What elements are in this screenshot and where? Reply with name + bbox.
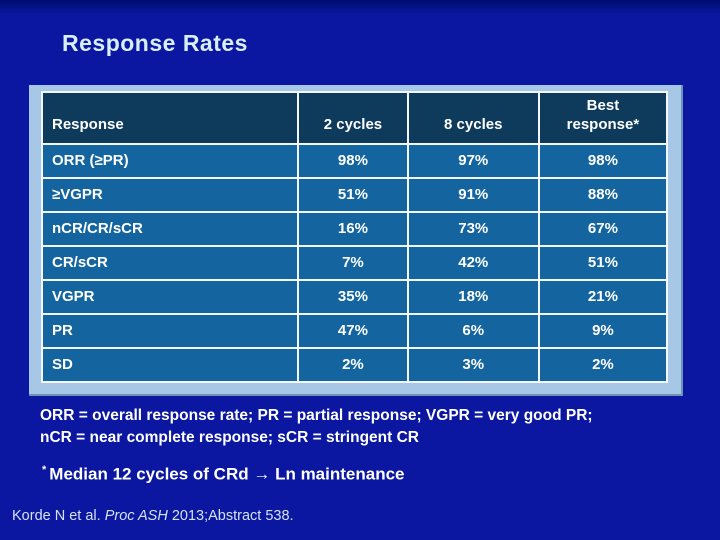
row-label: ≥VGPR — [40, 176, 300, 213]
value-cell: 98% — [537, 142, 669, 179]
citation-journal: Proc ASH — [104, 508, 168, 524]
value-cell: 51% — [297, 176, 409, 213]
row-label: nCR/CR/sCR — [40, 210, 300, 247]
value-cell: 97% — [406, 142, 540, 179]
column-header-2-cycles: 2 cycles — [297, 91, 409, 145]
value-cell: 7% — [297, 244, 409, 281]
table-row: VGPR 35% 18% 21% — [40, 278, 669, 315]
value-cell: 16% — [297, 210, 409, 247]
page-title: Response Rates — [62, 30, 248, 56]
value-cell: 42% — [406, 244, 540, 281]
response-rates-table: Response 2 cycles 8 cycles Best response… — [40, 91, 669, 384]
footnote-definitions: ORR = overall response rate; PR = partia… — [40, 405, 690, 448]
value-cell: 47% — [297, 312, 409, 349]
value-cell: 67% — [537, 210, 669, 247]
value-cell: 51% — [537, 244, 669, 281]
table-placeholder: Response 2 cycles 8 cycles Best response… — [29, 85, 683, 396]
row-label: CR/sCR — [40, 244, 300, 281]
value-cell: 6% — [406, 312, 540, 349]
citation: Korde N et al. Proc ASH 2013;Abstract 53… — [12, 508, 294, 524]
value-cell: 21% — [537, 278, 669, 315]
value-cell: 73% — [406, 210, 540, 247]
footnote-median-note: * Median 12 cycles of CRd → Ln maintenanc… — [42, 464, 405, 485]
column-header-best-response: Best response* — [537, 91, 669, 145]
table-row: ORR (≥PR) 98% 97% 98% — [40, 142, 669, 179]
value-cell: 3% — [406, 346, 540, 384]
asterisk-marker: * — [42, 464, 47, 476]
header-row: Response 2 cycles 8 cycles Best response… — [40, 91, 669, 145]
table-row: ≥VGPR 51% 91% 88% — [40, 176, 669, 213]
row-label: SD — [40, 346, 300, 384]
row-label: VGPR — [40, 278, 300, 315]
citation-year-abstract: 2013;Abstract 538. — [167, 508, 294, 524]
footnote-definitions-line1: ORR = overall response rate; PR = partia… — [40, 407, 593, 424]
value-cell: 2% — [537, 346, 669, 384]
value-cell: 98% — [297, 142, 409, 179]
value-cell: 88% — [537, 176, 669, 213]
table-row: nCR/CR/sCR 16% 73% 67% — [40, 210, 669, 247]
value-cell: 18% — [406, 278, 540, 315]
value-cell: 9% — [537, 312, 669, 349]
value-cell: 2% — [297, 346, 409, 384]
table-row: SD 2% 3% 2% — [40, 346, 669, 384]
value-cell: 35% — [297, 278, 409, 315]
value-cell: 91% — [406, 176, 540, 213]
column-header-8-cycles: 8 cycles — [406, 91, 540, 145]
table-row: CR/sCR 7% 42% 51% — [40, 244, 669, 281]
footnote-median-text: Median 12 cycles of CRd → Ln maintenance — [49, 464, 405, 484]
row-label: ORR (≥PR) — [40, 142, 300, 179]
column-header-response: Response — [40, 91, 300, 145]
table-row: PR 47% 6% 9% — [40, 312, 669, 349]
citation-authors: Korde N et al. — [12, 508, 105, 524]
row-label: PR — [40, 312, 300, 349]
footnote-definitions-line2: nCR = near complete response; sCR = stri… — [40, 428, 419, 446]
